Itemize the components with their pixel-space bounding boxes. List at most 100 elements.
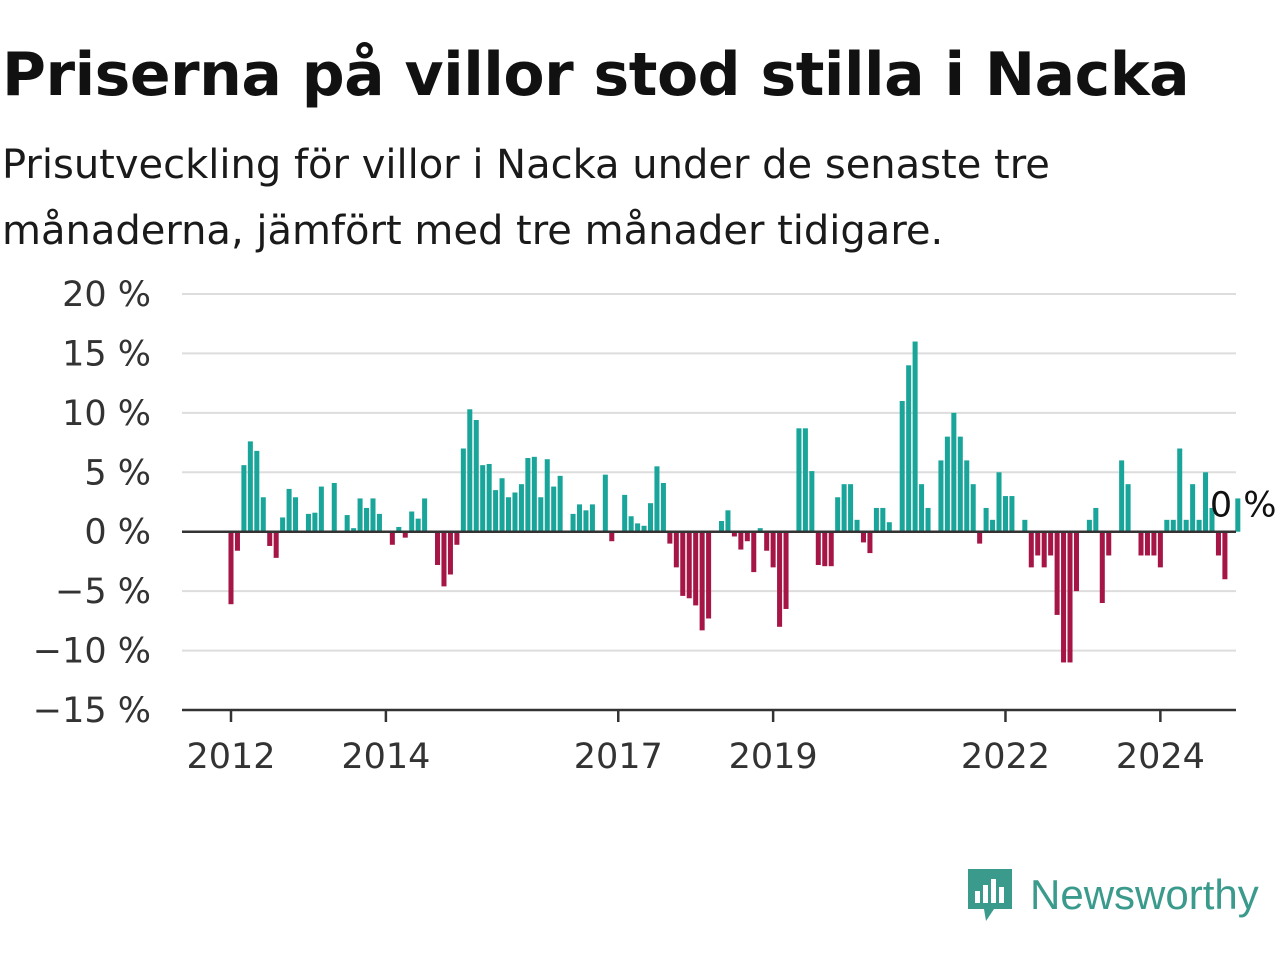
bar xyxy=(983,507,989,532)
bar xyxy=(854,519,860,532)
bar xyxy=(764,531,770,551)
bar xyxy=(570,513,576,532)
bar xyxy=(447,531,453,575)
bar xyxy=(460,448,466,532)
bar xyxy=(376,513,382,532)
bar xyxy=(467,409,473,532)
y-tick-label: 10 % xyxy=(62,394,151,434)
brand-name: Newsworthy xyxy=(1030,871,1259,918)
bar xyxy=(589,504,595,532)
bar xyxy=(247,441,253,532)
bar xyxy=(1035,531,1041,556)
bar xyxy=(1028,531,1034,568)
bar xyxy=(731,531,737,537)
bar xyxy=(757,528,763,532)
bar xyxy=(389,531,395,545)
bar xyxy=(899,400,905,532)
bar xyxy=(925,507,931,532)
y-tick-label: −5 % xyxy=(55,572,151,612)
bar xyxy=(886,522,892,532)
bar xyxy=(1222,531,1228,580)
bar xyxy=(228,531,234,605)
bar xyxy=(1138,531,1144,556)
bar xyxy=(409,511,415,532)
bar xyxy=(1099,531,1105,604)
bar xyxy=(1190,484,1196,532)
bar xyxy=(873,507,879,532)
bar xyxy=(738,531,744,550)
bar xyxy=(473,419,479,532)
y-axis: 20 % 15 % 10 % 5 % 0 % −5 % −10 % −15 % xyxy=(33,275,151,731)
bar xyxy=(809,471,815,532)
bar xyxy=(867,531,873,554)
bar xyxy=(906,365,912,532)
bar xyxy=(518,484,524,532)
bar xyxy=(1009,496,1015,532)
bar xyxy=(506,497,512,532)
y-tick-label: 15 % xyxy=(62,334,151,374)
bar xyxy=(1125,484,1131,532)
bar xyxy=(1061,531,1067,663)
chart-subtitle: Prisutveckling för villor i Nacka under … xyxy=(2,142,1050,254)
bar-chart: 20 %15 %10 %5 %0 %−5 %−10 %−15 % 2012 201… xyxy=(33,275,1277,777)
bar xyxy=(241,465,247,532)
bar xyxy=(654,466,660,532)
bar xyxy=(305,513,311,532)
bar xyxy=(667,531,673,544)
bar xyxy=(1151,531,1157,556)
bar xyxy=(344,515,350,532)
bar xyxy=(1041,531,1047,568)
bar xyxy=(602,474,608,532)
bar xyxy=(977,531,983,544)
bar xyxy=(273,531,279,558)
bar xyxy=(835,497,841,532)
bar xyxy=(577,504,583,532)
bar xyxy=(777,531,783,627)
bar xyxy=(1183,519,1189,532)
newsworthy-logo-icon xyxy=(968,869,1012,921)
y-tick-label: −15 % xyxy=(33,691,151,731)
x-tick-label: 2024 xyxy=(1116,737,1205,777)
bar xyxy=(744,531,750,542)
bar xyxy=(1209,507,1215,532)
bar xyxy=(828,531,834,567)
bar xyxy=(802,428,808,532)
bar xyxy=(1086,519,1092,532)
bar xyxy=(1067,531,1073,663)
bar xyxy=(609,531,615,542)
y-tick-label: 0 % xyxy=(84,513,151,553)
bar xyxy=(1022,519,1028,532)
bar xyxy=(1119,460,1125,532)
bar xyxy=(441,531,447,587)
bar xyxy=(486,463,492,532)
bar xyxy=(1196,519,1202,532)
bar xyxy=(364,507,370,532)
bar xyxy=(422,498,428,532)
y-tick-label: −10 % xyxy=(33,632,151,672)
bar xyxy=(944,436,950,532)
x-tick-label: 2012 xyxy=(186,737,275,777)
bar xyxy=(531,456,537,532)
bar xyxy=(938,460,944,532)
bar xyxy=(635,523,641,532)
bar xyxy=(286,488,292,532)
bar xyxy=(970,484,976,532)
bar xyxy=(1170,519,1176,532)
bar xyxy=(1054,531,1060,615)
newsworthy-logo[interactable]: Newsworthy xyxy=(964,864,1259,926)
bar xyxy=(331,482,337,532)
bar xyxy=(660,482,666,532)
bar xyxy=(454,531,460,545)
bar xyxy=(880,507,886,532)
bar xyxy=(725,510,731,532)
bar xyxy=(990,519,996,532)
bar xyxy=(1203,472,1209,532)
bar xyxy=(686,531,692,599)
x-tick-label: 2014 xyxy=(341,737,430,777)
bar xyxy=(1002,496,1008,532)
bar xyxy=(396,526,402,532)
bar xyxy=(1177,448,1183,532)
last-value-label: 0 % xyxy=(1210,485,1277,525)
bar xyxy=(293,497,299,532)
bar xyxy=(641,525,647,532)
